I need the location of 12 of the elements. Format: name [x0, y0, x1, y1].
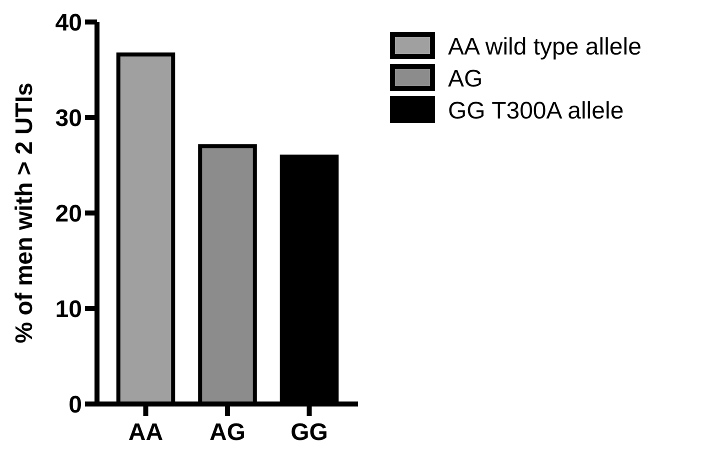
legend-label: GG T300A allele: [448, 98, 624, 125]
x-tick-label: GG: [290, 419, 328, 446]
legend-label: AG: [448, 66, 483, 93]
y-tick-label: 20: [55, 200, 82, 228]
y-tick-label: 10: [55, 296, 82, 324]
y-axis-title: % of men with > 2 UTIs: [11, 82, 38, 344]
x-tick-label: AG: [210, 419, 246, 446]
x-tick-label: AA: [128, 419, 164, 446]
legend-label: AA wild type allele: [448, 34, 642, 61]
y-tick-label: 0: [68, 392, 82, 419]
y-tick-label: 40: [55, 10, 82, 37]
y-tick-label: 30: [55, 105, 82, 132]
